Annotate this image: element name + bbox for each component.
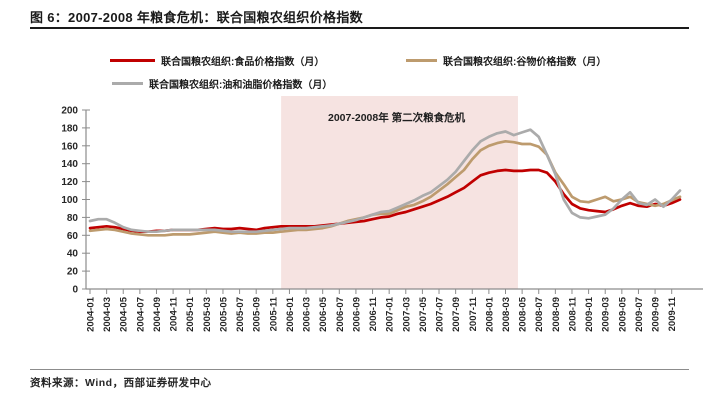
x-tick-label: 2005-05 — [218, 296, 229, 332]
x-tick-label: 2004-03 — [102, 297, 113, 332]
legend-label-oils: 联合国粮农组织:油和油脂价格指数（月） — [149, 80, 333, 91]
x-tick-label: 2009-11 — [667, 296, 678, 331]
x-tick-label: 2008-03 — [501, 297, 512, 332]
x-tick-label: 2006-05 — [318, 296, 329, 332]
y-tick-label: 80 — [67, 213, 79, 224]
x-tick-label: 2007-01 — [385, 296, 396, 332]
x-tick-label: 2006-11 — [368, 296, 379, 331]
footer-divider — [30, 369, 689, 370]
y-tick-label: 140 — [61, 159, 78, 170]
legend-label-food: 联合国粮农组织:食品价格指数（月） — [161, 57, 325, 68]
title-divider — [30, 27, 689, 29]
legend-item-cereals: 联合国粮农组织:谷物价格指数（月） — [406, 53, 606, 68]
x-tick-label: 2005-09 — [252, 297, 263, 332]
x-tick-label: 2004-09 — [152, 297, 163, 332]
legend-swatch-cereals-line — [406, 59, 437, 62]
x-tick-label: 2007-07 — [435, 297, 446, 332]
series-line-cereals — [88, 139, 682, 237]
x-tick-label: 2005-03 — [202, 297, 213, 332]
x-tick-label: 2006-03 — [302, 297, 313, 332]
crisis-shaded-region — [281, 96, 518, 289]
x-tick-label: 2008-05 — [518, 296, 529, 332]
x-tick-label: 2008-09 — [551, 297, 562, 332]
series-line-oils — [88, 128, 682, 234]
y-tick-label: 0 — [72, 285, 78, 296]
y-tick-label: 100 — [61, 195, 78, 206]
x-tick-label: 2007-05 — [418, 296, 429, 332]
legend-swatch-oils-line — [112, 82, 143, 85]
x-tick-label: 2006-09 — [351, 297, 362, 332]
x-tick-label: 2004-07 — [135, 297, 146, 332]
y-tick-label: 180 — [61, 123, 78, 134]
crisis-annotation: 2007-2008年 第二次粮食危机 — [328, 112, 466, 124]
y-tick-label: 20 — [67, 267, 79, 278]
legend-item-oils: 联合国粮农组织:油和油脂价格指数（月） — [112, 76, 332, 91]
x-tick-label: 2008-01 — [484, 296, 495, 332]
x-tick-label: 2005-07 — [235, 297, 246, 332]
x-tick-label: 2009-05 — [617, 296, 628, 332]
source-note: 资料来源：Wind，西部证券研发中心 — [30, 377, 212, 389]
x-tick-label: 2004-01 — [86, 296, 97, 332]
x-tick-label: 2009-01 — [584, 296, 595, 332]
x-tick-label: 2004-11 — [169, 296, 180, 331]
x-tick-label: 2009-09 — [651, 297, 662, 332]
y-tick-label: 60 — [67, 231, 79, 242]
x-tick-label: 2008-07 — [534, 297, 545, 332]
figure-title: 图 6：2007-2008 年粮食危机：联合国粮农组织价格指数 — [30, 10, 363, 25]
y-tick-label: 120 — [61, 177, 78, 188]
y-tick-label: 200 — [61, 106, 78, 117]
x-tick-label: 2007-11 — [468, 296, 479, 331]
x-tick-label: 2007-03 — [401, 297, 412, 332]
x-tick-label: 2009-03 — [601, 297, 612, 332]
y-tick-label: 160 — [61, 141, 78, 152]
x-tick-label: 2006-01 — [285, 296, 296, 332]
x-tick-label: 2009-07 — [634, 297, 645, 332]
x-tick-label: 2008-11 — [567, 296, 578, 331]
x-tick-label: 2007-09 — [451, 297, 462, 332]
legend-item-food: 联合国粮农组织:食品价格指数（月） — [110, 53, 324, 68]
x-tick-label: 2006-07 — [335, 297, 346, 332]
x-tick-label: 2005-11 — [268, 296, 279, 331]
x-tick-label: 2004-05 — [119, 296, 130, 332]
legend-swatch-food-line — [110, 59, 155, 62]
legend-label-cereals: 联合国粮农组织:谷物价格指数（月） — [443, 57, 607, 68]
x-tick-label: 2005-01 — [185, 296, 196, 332]
y-tick-label: 40 — [67, 249, 79, 260]
